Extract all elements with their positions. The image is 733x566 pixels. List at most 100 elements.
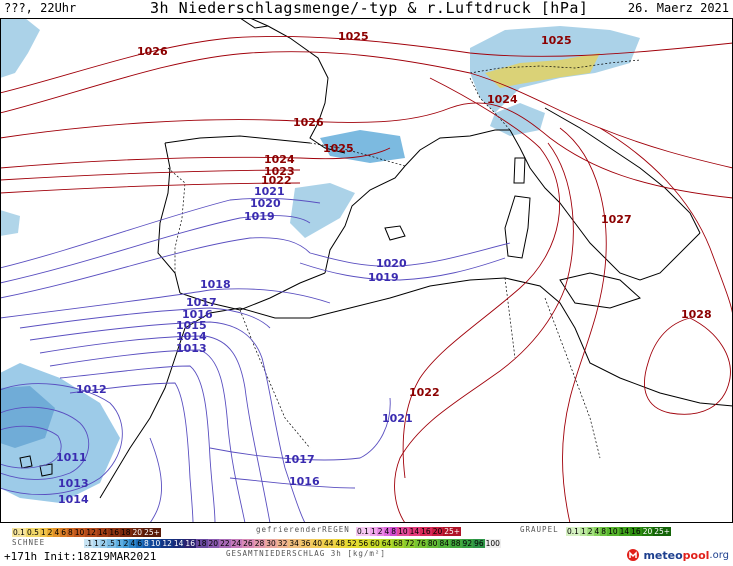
legend-swatch: 32 (276, 539, 289, 548)
isobar-label: 1013 (58, 477, 89, 490)
isobar-label: 1015 (176, 319, 207, 332)
precip-area-pyrenees (320, 130, 405, 163)
legend-swatch: 1 (579, 527, 587, 536)
coast-france-atlantic (249, 18, 346, 154)
isobar-line (149, 437, 162, 523)
legend-swatch: 8 (390, 527, 398, 536)
legend-swatch: 96 (473, 539, 485, 548)
isobar-line (299, 257, 506, 281)
isobar-line (0, 35, 733, 94)
isobar-label: 1025 (323, 142, 354, 155)
isobar-label: 1022 (409, 386, 440, 399)
precip-area-catalonia (290, 183, 355, 238)
legend-swatch: 6 (60, 528, 67, 537)
isobar-line (644, 317, 731, 415)
isobar-line (0, 215, 311, 284)
isobar-label: 1021 (382, 412, 413, 425)
legend-swatch: 88 (450, 539, 462, 548)
legend-swatch: 18 (195, 539, 208, 548)
isobar-label: 1013 (176, 342, 207, 355)
coast-north-africa (184, 277, 733, 407)
graupel-scale-row: 0.1 1 2 4 8 10 14 16 20 25+ (566, 527, 672, 536)
coast-italy-west (509, 129, 606, 259)
legend-swatch: 12 (161, 539, 173, 548)
map-date: 26. Maerz 2021 (627, 1, 729, 15)
legend-swatch: 16 (420, 527, 432, 536)
legend-swatch: 0.1 (566, 527, 580, 536)
run-info: +171h Init:18Z19MAR2021 (4, 550, 157, 563)
isobar-line (0, 237, 311, 299)
isobar-label: 1023 (264, 165, 295, 178)
isobar-line (0, 182, 301, 194)
isobar-line (29, 321, 306, 523)
isobars-high (0, 35, 733, 523)
coast-corsica (513, 157, 526, 184)
legend-swatch: 36 (299, 539, 312, 548)
legend-swatch: 4 (593, 527, 601, 536)
isobar-label: 1017 (284, 453, 315, 466)
legend-swatch: 2 (46, 528, 54, 537)
legend-swatch: 76 (415, 539, 427, 548)
isobar-line (0, 383, 123, 495)
isobar-labels-high: 1026 1025 1025 1026 1024 1025 1024 1023 … (137, 30, 712, 399)
border-algeria-tunisia (504, 277, 516, 359)
legend-swatch: .1 (84, 539, 94, 548)
legend-swatch: 64 (380, 539, 393, 548)
legend-swatch: 0.1 (12, 528, 26, 537)
legend-freezing-rain-label: gefrierenderREGEN (256, 525, 350, 534)
border-spain-portugal (167, 167, 186, 273)
pressure-precip-map: 1026 1025 1025 1026 1024 1025 1024 1023 … (0, 18, 733, 523)
isobar-labels-low: 1021 1020 1019 1020 1019 1018 1017 1016 … (56, 185, 413, 506)
isobar-label: 1026 (293, 116, 324, 129)
legend-swatch: 44 (322, 539, 335, 548)
legend-swatch: 20 (207, 539, 220, 548)
precip-area-west (0, 18, 40, 78)
legend-swatch: 28 (253, 539, 266, 548)
map-title: 3h Niederschlagsmenge/-typ & r.Luftdruck… (150, 0, 589, 17)
isobar-label: 1020 (376, 257, 407, 270)
border-france-italy (469, 77, 511, 131)
snow-scale-row: 0.1 0.5 1 2 4 6 8 10 12 14 16 18 20 25+ (12, 528, 161, 537)
precip-area-alps-mix (485, 53, 600, 88)
legend-swatch: 84 (438, 539, 450, 548)
legend-swatch: 16 (184, 539, 196, 548)
legend-swatch: 12 (85, 528, 97, 537)
precip-area-ligurian (490, 103, 545, 136)
isobar-line (394, 142, 574, 523)
legend-swatch: 68 (392, 539, 404, 548)
coast-italy-heel (604, 232, 701, 281)
isobar-label: 1028 (681, 308, 712, 321)
legend-swatch: 2 (122, 539, 130, 548)
legend-swatch: 10 (73, 528, 86, 537)
legend-swatch: 4 (129, 539, 137, 548)
legend-swatch: 24 (230, 539, 243, 548)
isobar-label: 1027 (601, 213, 632, 226)
isobar-line (59, 365, 216, 523)
legend-swatch: 2 (99, 539, 107, 548)
coast-sardinia (504, 195, 531, 259)
isobar-line (229, 477, 356, 489)
legend-swatch: 2 (586, 527, 594, 536)
legend-swatch: 4 (383, 527, 391, 536)
coast-balearics (384, 225, 406, 241)
coast-canaries (19, 455, 53, 477)
legend-swatch: 14 (408, 527, 421, 536)
legend-swatch: 34 (288, 539, 300, 548)
isobar-label: 1016 (289, 475, 320, 488)
isobar-line (402, 77, 560, 479)
legend-swatch: 14 (618, 527, 631, 536)
isobar-line (39, 335, 271, 523)
isobar-label: 1014 (58, 493, 89, 506)
isobar-line (599, 127, 733, 319)
isobar-label: 1012 (76, 383, 107, 396)
legend-snow-label: SCHNEE (12, 538, 46, 547)
isobar-line (0, 406, 90, 480)
isobar-line (559, 127, 607, 523)
legend-swatch: 80 (426, 539, 439, 548)
valid-time-label: ???, 22Uhr (4, 1, 77, 15)
legend-swatch: 4 (53, 528, 61, 537)
legend-swatch: 20 (431, 527, 444, 536)
isobar-line (19, 307, 271, 329)
precipitation-areas (0, 18, 640, 503)
